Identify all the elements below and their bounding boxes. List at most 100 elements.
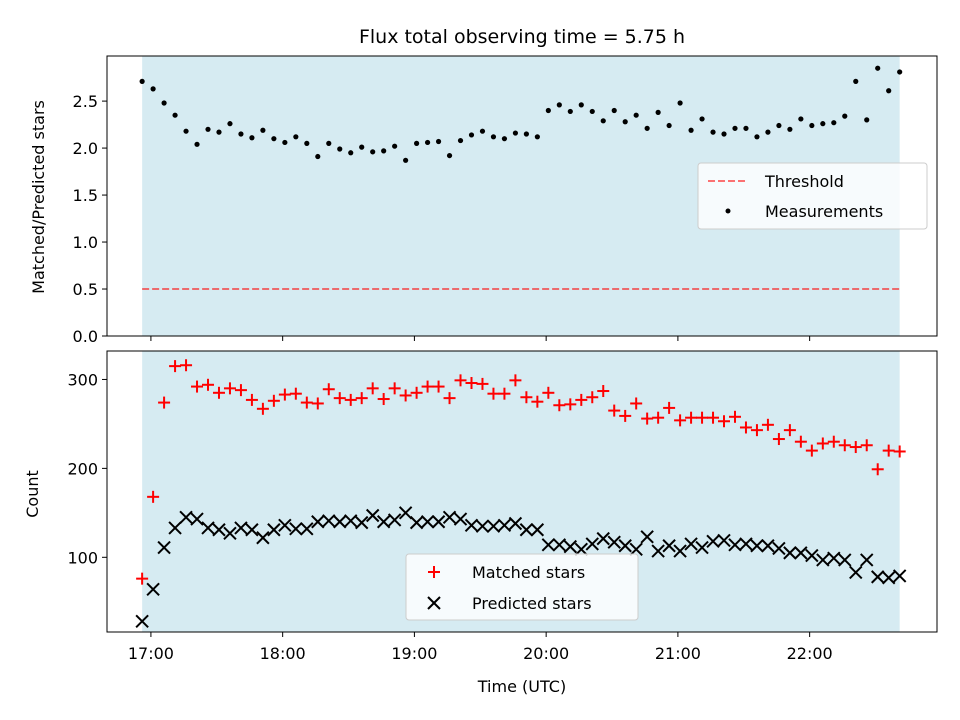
measurement-point xyxy=(315,153,321,160)
x-tick-label: 19:00 xyxy=(391,644,437,663)
x-tick-label: 21:00 xyxy=(655,644,701,663)
matched-star-point xyxy=(267,394,280,407)
matched-star-point xyxy=(531,395,544,408)
matched-star-point xyxy=(311,397,324,410)
predicted-star-point xyxy=(827,551,841,565)
predicted-star-point xyxy=(892,569,907,583)
matched-star-point xyxy=(860,439,873,452)
measurement-point xyxy=(161,100,167,106)
matched-star-point xyxy=(663,401,676,414)
measurement-point xyxy=(798,116,804,122)
predicted-star-point xyxy=(541,538,556,552)
predicted-star-point xyxy=(761,539,775,553)
predicted-star-point xyxy=(783,546,797,560)
predicted-star-point xyxy=(695,540,709,555)
measurement-point xyxy=(468,132,475,138)
matched-star-point xyxy=(520,391,533,404)
predicted-star-point xyxy=(475,519,490,533)
measurement-point xyxy=(864,117,870,123)
measurement-point xyxy=(446,152,453,159)
measurement-point xyxy=(853,78,859,84)
matched-star-point xyxy=(344,393,357,406)
measurement-point xyxy=(139,78,145,84)
measurement-point xyxy=(194,141,200,147)
matched-star-point xyxy=(191,380,204,393)
measurement-point xyxy=(831,120,837,126)
measurement-point xyxy=(293,134,299,140)
predicted-star-point xyxy=(409,515,424,530)
bottom-axes-frame xyxy=(106,350,938,633)
measurement-point xyxy=(611,107,617,114)
predicted-star-point xyxy=(190,512,204,526)
measurement-point xyxy=(677,100,683,106)
predicted-star-point xyxy=(563,539,578,554)
matched-star-point xyxy=(355,392,368,405)
measurement-point xyxy=(392,143,398,149)
matched-star-point xyxy=(772,433,785,446)
legend-threshold-label: Threshold xyxy=(764,172,844,191)
matched-star-point xyxy=(136,572,149,585)
matched-star-point xyxy=(553,399,566,412)
measurement-point xyxy=(238,131,244,137)
measurement-point xyxy=(600,118,606,124)
measurement-point xyxy=(875,65,881,71)
matched-star-point xyxy=(871,463,884,476)
bottom-legend-box xyxy=(405,553,639,621)
measurement-point xyxy=(370,149,376,155)
predicted-star-point xyxy=(629,542,643,557)
predicted-star-point xyxy=(355,515,369,530)
predicted-star-point xyxy=(486,519,501,533)
predicted-star-point xyxy=(333,515,347,529)
predicted-star-point xyxy=(278,518,292,532)
matched-star-point xyxy=(223,382,236,395)
measurement-point xyxy=(249,135,255,141)
matched-star-point xyxy=(816,437,829,450)
x-tick-label: 20:00 xyxy=(523,644,569,663)
measurement-point xyxy=(359,144,365,150)
matched-star-point xyxy=(476,377,489,390)
predicted-star-point xyxy=(673,544,687,558)
matched-star-point xyxy=(289,387,302,400)
matched-star-point xyxy=(641,412,654,425)
predicted-star-point xyxy=(508,516,523,531)
predicted-star-point xyxy=(651,544,665,558)
predicted-star-point xyxy=(212,523,226,537)
predicted-star-point xyxy=(574,542,588,557)
measurement-point xyxy=(523,131,529,137)
matched-star-point xyxy=(728,410,741,423)
measurement-point xyxy=(743,125,749,131)
top-y-tick-label: 2.0 xyxy=(73,139,98,158)
chart-title: Flux total observing time = 5.75 h xyxy=(359,26,685,48)
predicted-star-point xyxy=(135,614,149,629)
predicted-star-point xyxy=(234,521,248,535)
top-legend-box xyxy=(697,162,928,230)
predicted-star-point xyxy=(398,506,413,520)
matched-star-point xyxy=(432,380,445,393)
matched-star-point xyxy=(454,374,467,387)
matched-star-point xyxy=(421,380,434,393)
predicted-star-point xyxy=(684,537,698,551)
predicted-star-point xyxy=(344,514,358,528)
measurement-point xyxy=(556,102,562,108)
bottom-legend: Matched stars Predicted stars xyxy=(405,553,639,621)
predicted-star-point xyxy=(300,522,314,536)
predicted-star-point xyxy=(717,533,731,548)
matched-star-point xyxy=(147,490,160,503)
bottom-y-tick-label: 100 xyxy=(67,548,98,567)
predicted-star-point xyxy=(179,510,193,524)
matched-star-point xyxy=(783,424,796,437)
matched-star-point xyxy=(322,383,335,396)
measurement-point xyxy=(260,127,266,133)
predicted-star-point xyxy=(311,515,325,529)
bottom-y-tick-label: 200 xyxy=(67,459,98,478)
matched-star-point xyxy=(838,439,851,452)
predicted-star-point xyxy=(728,538,742,552)
measurement-point xyxy=(567,108,573,115)
matched-star-point xyxy=(739,421,752,434)
measurement-point xyxy=(216,129,222,135)
predicted-star-point xyxy=(794,546,808,560)
predicted-star-point xyxy=(289,522,303,536)
matched-star-point xyxy=(652,411,665,424)
predicted-star-point xyxy=(530,523,545,537)
top-y-tick-label: 0.0 xyxy=(73,327,98,346)
